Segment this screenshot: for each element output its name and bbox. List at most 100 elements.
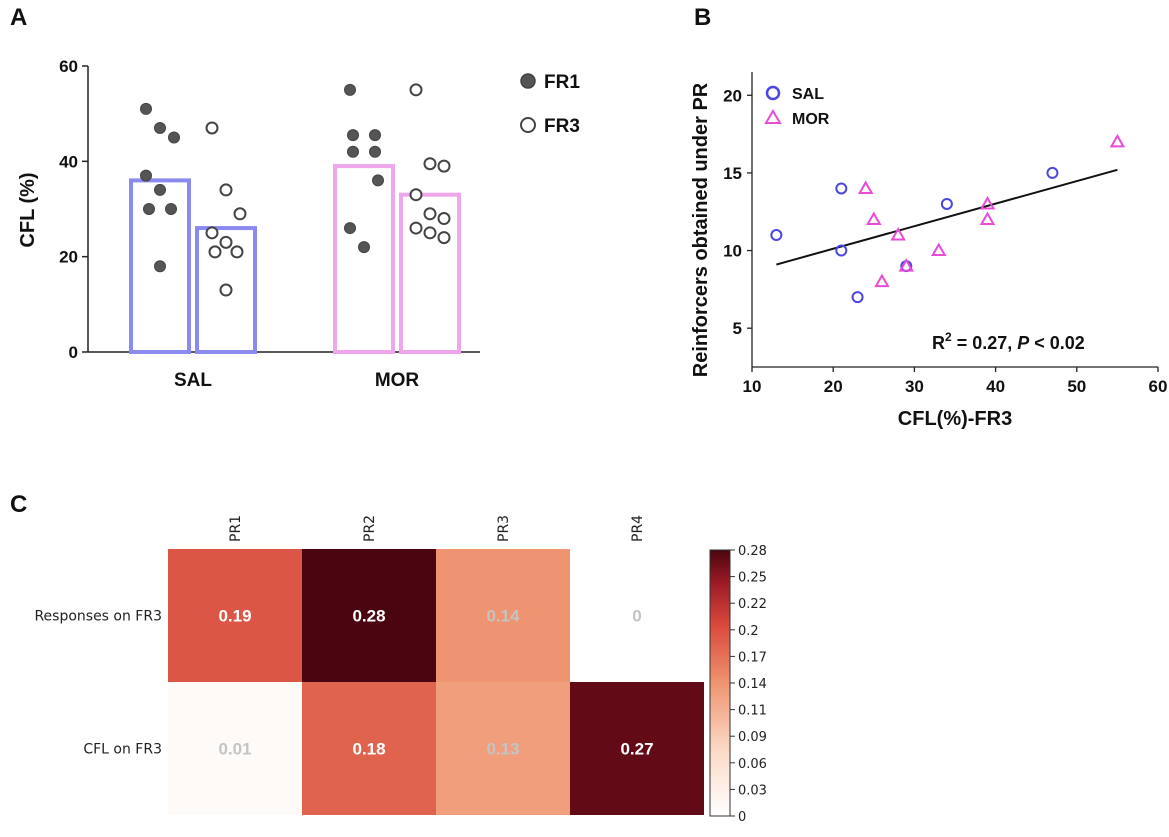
panel-a-ytick-label: 40 [59,152,78,171]
point-fr1-mor [344,83,356,96]
panel-b-ytick-label: 5 [733,319,742,338]
point-mor [890,227,906,241]
heatmap-value: 0.27 [620,740,653,759]
point-fr1-mor [369,145,381,158]
heatmap-cell [168,682,302,815]
heatmap-cell [302,682,436,815]
point-fr3-mor [409,83,423,97]
legend-fr1-label: FR1 [544,72,580,93]
heatmap-row-label: Responses on FR3 [34,609,162,625]
heatmap-column-label: PR3 [496,515,512,542]
point-fr1-sal [168,131,180,144]
point-fr1-sal [143,203,155,215]
point-fr3-sal [219,283,233,297]
point-mor [931,242,947,257]
panel-a-chart: CFL (%) 0 20 40 60 SAL MOR FR1 FR3 [17,57,580,391]
heatmap-column-label: PR2 [362,515,378,542]
panel-b-chart: Reinforcers obtained under PR CFL(%)-FR3… [690,72,1167,430]
legend-mor-marker [764,109,782,124]
point-fr1-mor [369,129,381,142]
bar-fr1-sal [129,178,191,354]
point-mor [979,211,996,225]
panel-b-xtick-label: 20 [824,377,843,396]
heatmap-cell [302,549,436,682]
panel-letter-c: C [10,491,27,518]
fit-line [776,168,1118,266]
point-fr3-sal [208,245,222,259]
legend-fr3-marker [520,117,536,133]
heatmap-cell [168,549,302,682]
heatmap-value: 0.13 [486,740,519,759]
point-fr1-mor [347,129,359,142]
colorbar [709,549,731,817]
point-fr1-sal [154,183,166,196]
point-mor [866,211,882,225]
heatmap-cell [570,549,704,682]
heatmap-value: 0 [632,607,641,626]
heatmap-column-label: PR1 [228,515,244,542]
heatmap-row-label: CFL on FR3 [83,742,162,758]
annot-r2-rest: = 0.27, [952,333,1018,353]
point-fr3-mor [437,231,451,245]
colorbar-ticks: 0.28 0.25 0.22 0.2 0.17 0.14 0.11 0.09 0.06 0.03 0 [730,544,767,825]
heatmap-column-label: PR4 [630,515,646,542]
colorbar-tick-label: 0.06 [738,757,767,772]
point-fr3-mor [409,221,423,235]
point-fr1-mor [358,241,370,254]
panel-b-xlabel: CFL(%)-FR3 [898,408,1012,430]
legend-fr1-marker [520,73,536,89]
point-fr1-sal [154,260,166,273]
point-mor [874,273,890,288]
point-fr3-mor [423,226,437,240]
point-mor [898,258,915,272]
colorbar-tick-label: 0.09 [738,730,767,745]
annot-p-label: P [1017,333,1030,353]
point-fr1-sal [165,203,177,215]
panel-b-xtick-label: 50 [1067,377,1086,396]
panel-b-ylabel: Reinforcers obtained under PR [690,82,712,377]
panel-c-heatmap: 0.19 0.28 0.14 0 0.01 0.18 0.13 0.27 Responses … [34,515,767,825]
point-fr1-sal [154,121,166,134]
point-fr1-sal [140,102,152,115]
panel-a-ylabel: CFL (%) [17,172,39,247]
panel-b-ytick-label: 20 [723,86,742,105]
legend-sal-marker [765,85,781,101]
point-fr3-mor [437,159,451,173]
point-fr1-sal [140,169,152,182]
point-fr3-mor [437,212,451,226]
heatmap-labels: Responses on FR3 CFL on FR3 PR1 PR2 PR3 PR4 [34,515,646,758]
panel-b-xtick-label: 30 [905,377,924,396]
heatmap-cell [436,682,570,815]
colorbar-tick-label: 0.03 [738,783,767,798]
colorbar-tick-label: 0.14 [738,677,767,692]
panel-a-ytick-label: 20 [59,248,78,267]
colorbar-tick-label: 0.25 [738,571,767,586]
point-fr3-mor [409,188,423,202]
bar-fr3-sal [195,226,257,354]
point-sal [940,197,953,210]
point-sal [1046,166,1059,179]
panel-b-xtick-label: 10 [743,377,762,396]
panel-b-xtick-label: 40 [986,377,1005,396]
panel-b-fit-line [776,168,1118,266]
panel-letter-b: B [694,4,711,31]
heatmap-cell [436,549,570,682]
heatmap-value: 0.28 [352,607,385,626]
panel-b-points [770,133,1126,304]
point-mor [979,195,996,210]
point-fr3-sal [233,207,247,221]
heatmap-value: 0.01 [218,740,251,759]
panel-a-bars [129,164,461,354]
panel-a-ytick-label: 60 [59,57,78,76]
point-mor [1109,133,1126,148]
point-sal [851,291,864,304]
point-mor [857,180,874,194]
panel-a-category-label: SAL [174,370,212,391]
point-fr3-sal [205,121,219,135]
colorbar-tick-label: 0.17 [738,650,767,665]
panel-letter-a: A [10,4,27,31]
panel-a-category-label: MOR [375,370,420,391]
heatmap-value: 0.19 [218,607,251,626]
colorbar-tick-label: 0.11 [738,704,767,719]
